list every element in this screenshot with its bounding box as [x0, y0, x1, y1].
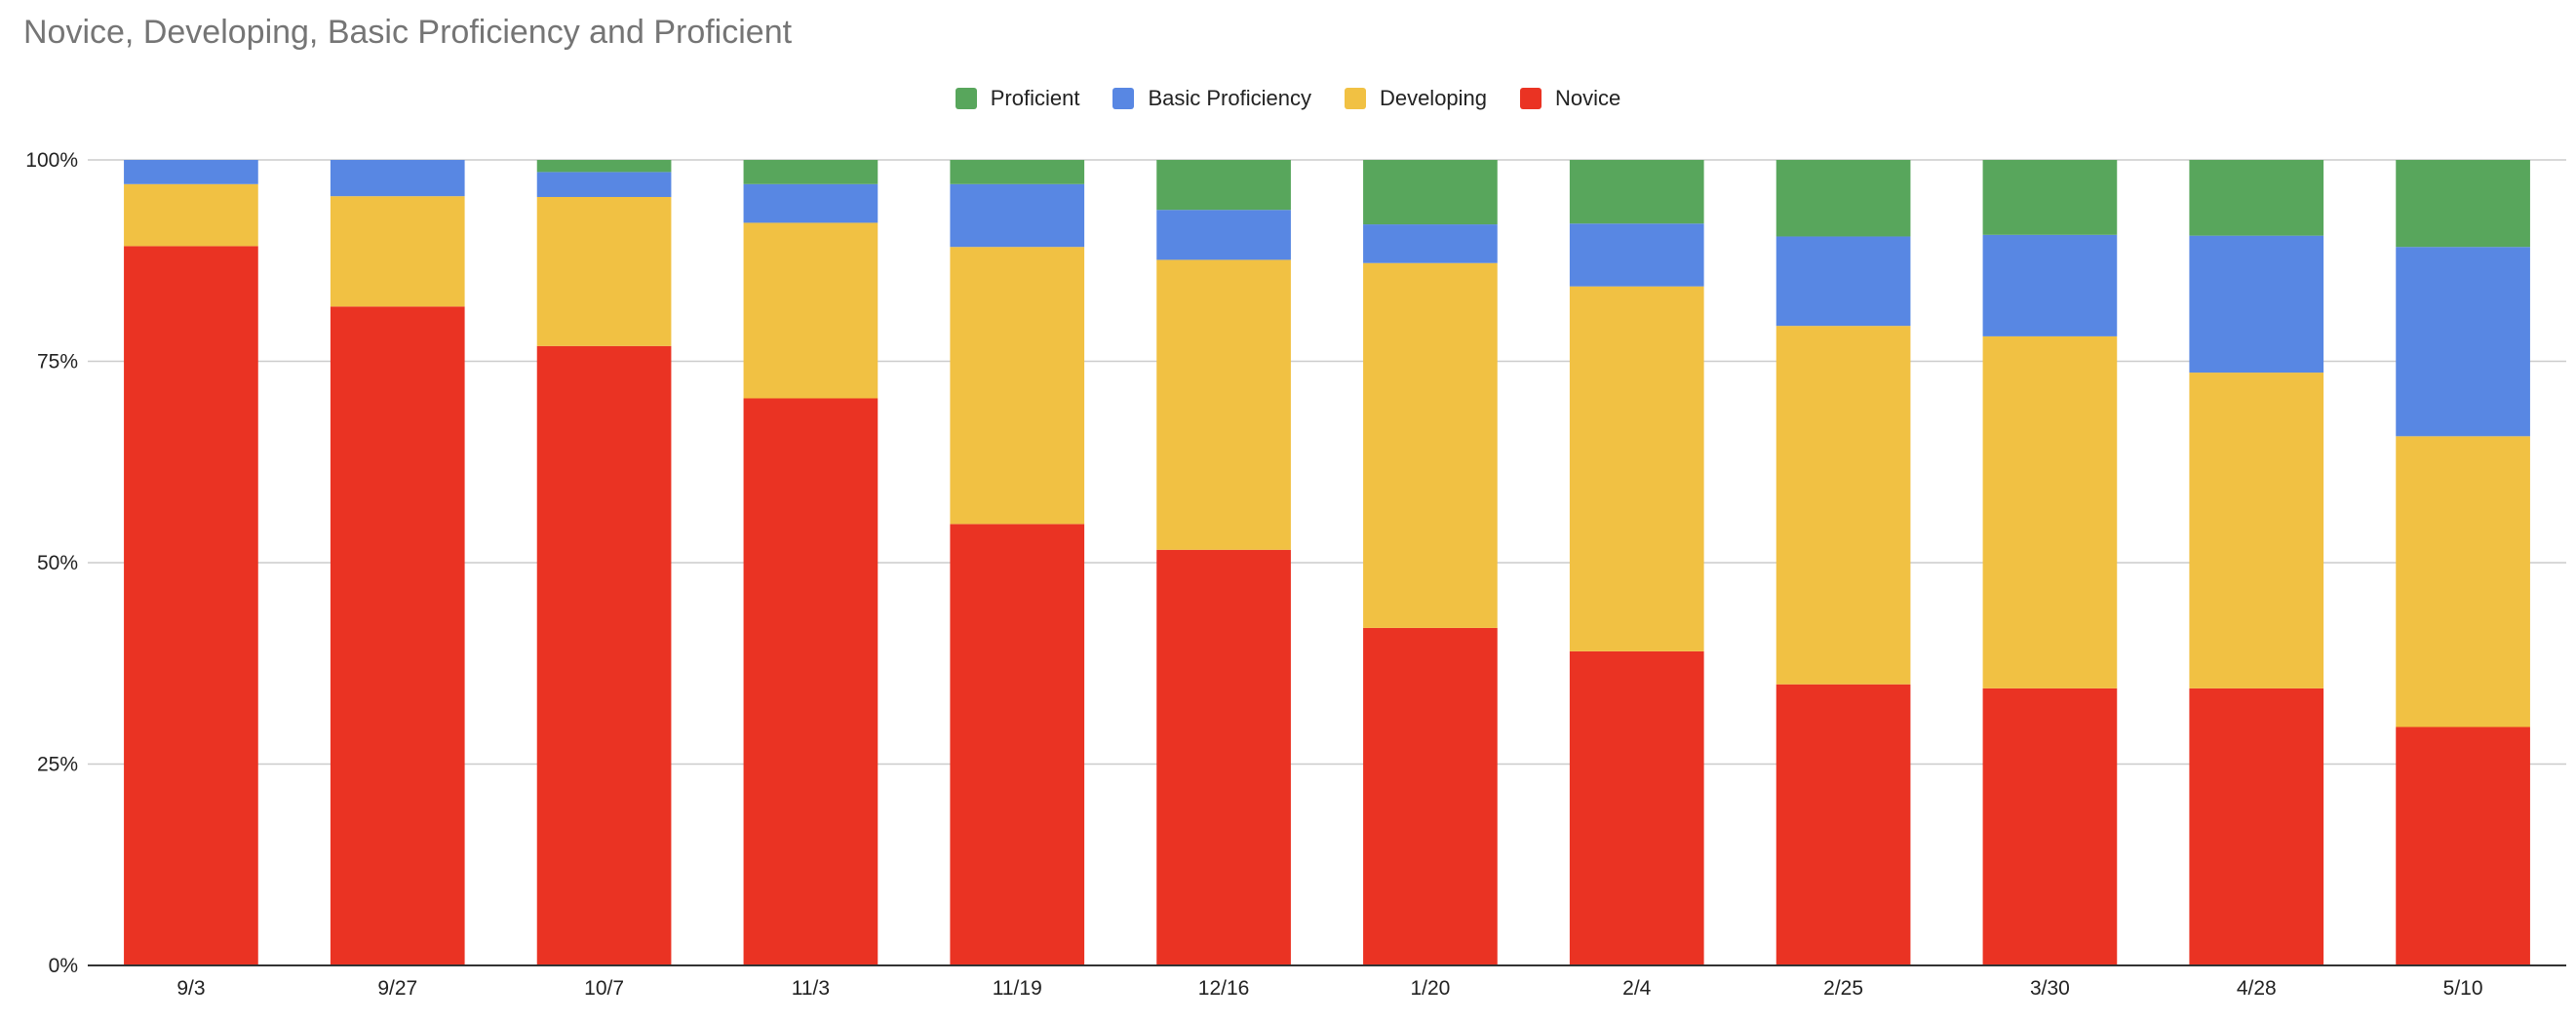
bar-developing-4-28[interactable]: [2189, 373, 2324, 688]
bar-basic-proficiency-11-19[interactable]: [950, 183, 1085, 248]
bar-novice-11-3[interactable]: [743, 398, 878, 966]
bar-basic-proficiency-11-3[interactable]: [743, 183, 878, 223]
bar-basic-proficiency-9-27[interactable]: [330, 160, 465, 197]
legend-label-novice: Novice: [1555, 86, 1621, 110]
legend-swatch-proficient: [955, 88, 977, 109]
legend-label-basic-proficiency: Basic Proficiency: [1148, 86, 1311, 110]
bar-developing-2-4[interactable]: [1569, 286, 1704, 651]
bar-proficient-2-4[interactable]: [1569, 160, 1704, 224]
x-tick-label: 12/16: [1198, 977, 1250, 1000]
bar-novice-4-28[interactable]: [2189, 688, 2324, 965]
bar-developing-1-20[interactable]: [1363, 262, 1498, 628]
x-tick-label: 11/3: [792, 977, 830, 1000]
bar-basic-proficiency-3-30[interactable]: [1982, 234, 2118, 336]
x-tick-label: 9/27: [377, 977, 417, 1000]
bar-basic-proficiency-9-3[interactable]: [124, 160, 258, 184]
y-axis-ticks: 0% 25% 50% 75% 100%: [25, 149, 78, 977]
x-tick-label: 5/10: [2443, 977, 2483, 1000]
legend-swatch-novice: [1520, 88, 1542, 109]
bar-developing-9-27[interactable]: [330, 196, 465, 307]
bar-developing-12-16[interactable]: [1156, 259, 1291, 550]
legend-label-proficient: Proficient: [990, 86, 1080, 110]
bar-novice-3-30[interactable]: [1982, 688, 2118, 965]
bar-basic-proficiency-12-16[interactable]: [1156, 210, 1291, 260]
x-tick-label: 9/3: [176, 977, 205, 1000]
bar-basic-proficiency-4-28[interactable]: [2189, 235, 2324, 373]
y-tick-label: 50%: [37, 552, 78, 574]
bar-novice-12-16[interactable]: [1156, 549, 1291, 965]
x-tick-label: 3/30: [2030, 977, 2070, 1000]
bar-novice-5-10[interactable]: [2396, 727, 2530, 965]
legend-label-developing: Developing: [1379, 86, 1488, 110]
chart-title: Novice, Developing, Basic Proficiency an…: [23, 14, 793, 51]
x-tick-label: 4/28: [2237, 977, 2277, 1000]
bar-developing-11-3[interactable]: [743, 222, 878, 399]
x-tick-label: 10/7: [584, 977, 624, 1000]
bar-proficient-4-28[interactable]: [2189, 160, 2324, 236]
bar-novice-2-25[interactable]: [1776, 684, 1911, 965]
gridlines: [88, 159, 2566, 766]
bar-basic-proficiency-5-10[interactable]: [2396, 247, 2530, 437]
bar-developing-9-3[interactable]: [124, 183, 258, 247]
x-axis-ticks: 9/3 9/27 10/7 11/3 11/19 12/16 1/20 2/4 2/25 3/30…: [176, 977, 2482, 1000]
bar-proficient-5-10[interactable]: [2396, 160, 2530, 248]
bar-novice-9-27[interactable]: [330, 306, 465, 965]
y-tick-label: 75%: [37, 351, 78, 373]
legend-item-proficient[interactable]: Proficient: [955, 86, 1080, 111]
y-tick-label: 100%: [25, 149, 78, 172]
legend-item-basic-proficiency[interactable]: Basic Proficiency: [1112, 86, 1311, 111]
bar-developing-3-30[interactable]: [1982, 335, 2118, 688]
bar-proficient-10-7[interactable]: [536, 160, 672, 173]
bar-proficient-11-3[interactable]: [743, 160, 878, 184]
bar-basic-proficiency-10-7[interactable]: [536, 172, 672, 197]
bar-proficient-1-20[interactable]: [1363, 160, 1498, 225]
bar-novice-10-7[interactable]: [536, 345, 672, 965]
bar-basic-proficiency-2-25[interactable]: [1776, 236, 1911, 327]
bars: [124, 160, 2530, 966]
bar-proficient-11-19[interactable]: [950, 160, 1085, 184]
legend-item-developing[interactable]: Developing: [1344, 86, 1488, 111]
bar-novice-1-20[interactable]: [1363, 627, 1498, 965]
y-tick-label: 25%: [37, 754, 78, 776]
bar-developing-5-10[interactable]: [2396, 436, 2530, 727]
bar-developing-11-19[interactable]: [950, 247, 1085, 525]
bar-basic-proficiency-2-4[interactable]: [1569, 223, 1704, 287]
x-tick-label: 2/25: [1823, 977, 1863, 1000]
bar-developing-2-25[interactable]: [1776, 326, 1911, 685]
bar-novice-11-19[interactable]: [950, 524, 1085, 965]
bar-novice-9-3[interactable]: [124, 246, 258, 965]
legend-swatch-developing: [1344, 88, 1366, 109]
bar-proficient-3-30[interactable]: [1982, 160, 2118, 235]
bar-proficient-12-16[interactable]: [1156, 160, 1291, 211]
legend-item-novice[interactable]: Novice: [1520, 86, 1620, 111]
legend: Proficient Basic Proficiency Developing …: [0, 86, 2576, 111]
bar-developing-10-7[interactable]: [536, 196, 672, 346]
legend-swatch-basic-proficiency: [1112, 88, 1135, 109]
x-tick-label: 2/4: [1622, 977, 1652, 1000]
y-tick-label: 0%: [49, 955, 78, 977]
bar-proficient-2-25[interactable]: [1776, 160, 1911, 237]
x-tick-label: 11/19: [993, 977, 1042, 1000]
bar-novice-2-4[interactable]: [1569, 650, 1704, 965]
bar-basic-proficiency-1-20[interactable]: [1363, 224, 1498, 263]
x-tick-label: 1/20: [1410, 977, 1450, 1000]
